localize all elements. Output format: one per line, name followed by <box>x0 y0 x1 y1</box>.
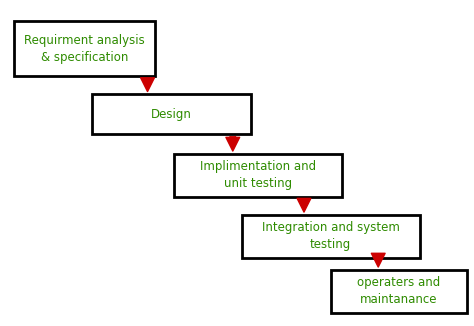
Text: operaters and
maintanance: operaters and maintanance <box>357 276 440 306</box>
Bar <box>92 94 251 134</box>
Bar <box>331 270 466 313</box>
Text: Implimentation and
unit testing: Implimentation and unit testing <box>200 160 316 190</box>
Bar <box>242 215 419 258</box>
Bar <box>174 154 342 197</box>
Text: Requirment analysis
& specification: Requirment analysis & specification <box>24 34 145 64</box>
Bar <box>15 21 155 76</box>
Text: Design: Design <box>151 108 192 121</box>
Text: Integration and system
testing: Integration and system testing <box>262 221 400 251</box>
